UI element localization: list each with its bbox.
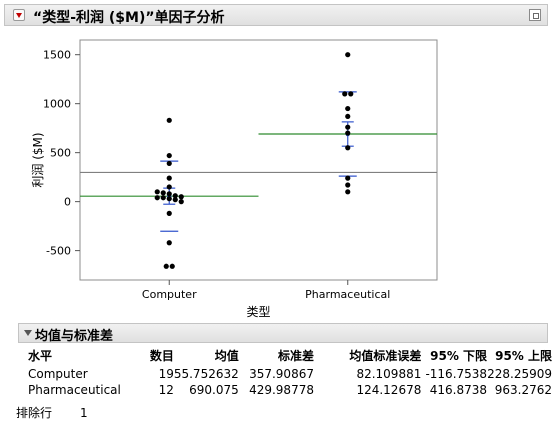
- y-tick-label: 500: [50, 147, 71, 160]
- data-point: [166, 175, 172, 181]
- oneway-plot: -500 0 500 1000 1500 Computer Pharmaceutical 类型…: [31, 39, 438, 319]
- data-point: [178, 199, 184, 205]
- excluded-rows-value: 1: [80, 406, 88, 420]
- data-point: [166, 117, 172, 123]
- data-point: [342, 91, 348, 97]
- data-point: [160, 195, 166, 201]
- data-point: [345, 189, 351, 195]
- cell-std-dev: 429.98778: [249, 383, 314, 397]
- col-header-count: 数目: [149, 349, 174, 363]
- data-point: [160, 190, 166, 196]
- y-tick-label: 0: [64, 196, 71, 209]
- col-header-level: 水平: [28, 349, 53, 363]
- y-tick-label: 1500: [43, 49, 71, 62]
- data-point: [345, 52, 351, 58]
- data-point: [345, 130, 351, 136]
- data-point: [345, 145, 351, 151]
- y-tick-label: 1000: [43, 98, 71, 111]
- red-triangle-menu-icon[interactable]: [13, 9, 25, 21]
- data-point: [166, 196, 172, 202]
- cell-level: Pharmaceutical: [28, 383, 121, 397]
- cell-std-dev: 357.90867: [249, 367, 314, 381]
- plot-frame: [79, 39, 438, 281]
- data-point: [163, 263, 169, 269]
- y-tick-label: -500: [46, 245, 71, 258]
- disclosure-triangle-icon[interactable]: [24, 330, 32, 336]
- table-row: Computer 19 55.752632 357.90867 82.10988…: [28, 366, 552, 382]
- data-point: [154, 195, 160, 201]
- cell-level: Computer: [28, 367, 88, 381]
- cell-lower-95: -116.7538: [425, 367, 488, 381]
- data-point: [178, 194, 184, 200]
- data-point: [166, 210, 172, 216]
- data-point: [154, 189, 160, 195]
- cell-count: 12: [158, 383, 174, 397]
- data-point: [345, 175, 351, 181]
- x-axis-title: 类型: [246, 305, 270, 319]
- x-tick-label: Computer: [142, 288, 197, 301]
- data-point: [345, 124, 351, 130]
- report-header: “类型-利润 ($M)”单因子分析: [4, 4, 548, 26]
- cell-upper-95: 228.25909: [487, 367, 552, 381]
- data-point: [345, 105, 351, 112]
- cell-mean: 55.752632: [173, 367, 239, 381]
- cell-lower-95: 416.8738: [429, 383, 488, 397]
- y-axis-title: 利润 ($M): [31, 132, 45, 187]
- data-point: [169, 263, 175, 269]
- cell-upper-95: 963.2762: [494, 383, 552, 397]
- data-point: [166, 240, 172, 246]
- data-point: [172, 193, 178, 199]
- data-point: [166, 160, 172, 167]
- cell-count: 19: [158, 367, 174, 381]
- excluded-rows-label: 排除行: [16, 406, 53, 420]
- data-point: [345, 113, 351, 120]
- window-restore-icon[interactable]: [529, 9, 541, 21]
- report-title: “类型-利润 ($M)”单因子分析: [33, 10, 225, 26]
- means-std-table: 水平 数目 均值 标准差 均值标准误差 95% 下限 95% 上限 Comput…: [28, 346, 552, 398]
- data-point: [166, 191, 172, 197]
- table-row: Pharmaceutical 12 690.075 429.98778 124.…: [28, 382, 552, 398]
- col-header-upper-95: 95% 上限: [495, 349, 552, 363]
- col-header-lower-95: 95% 下限: [430, 349, 488, 363]
- data-point: [166, 152, 172, 159]
- col-header-std-err: 均值标准误差: [349, 349, 422, 363]
- section-title: 均值与标准差: [35, 329, 114, 344]
- means-std-section-header[interactable]: 均值与标准差: [18, 323, 548, 344]
- data-point: [172, 197, 178, 203]
- cell-std-err: 124.12678: [356, 383, 422, 397]
- data-point: [166, 184, 172, 190]
- data-point: [348, 91, 354, 97]
- cell-std-err: 82.109881: [356, 367, 422, 381]
- x-tick-label: Pharmaceutical: [305, 288, 390, 301]
- cell-mean: 690.075: [189, 383, 239, 397]
- table-header-row: 水平 数目 均值 标准差 均值标准误差 95% 下限 95% 上限: [28, 346, 552, 366]
- col-header-mean: 均值: [214, 349, 239, 363]
- excluded-rows: 排除行 1: [16, 404, 88, 421]
- data-point: [345, 182, 351, 188]
- col-header-std-dev: 标准差: [277, 349, 314, 363]
